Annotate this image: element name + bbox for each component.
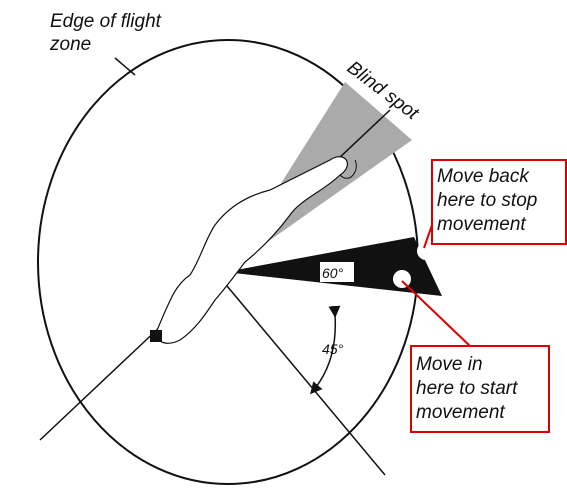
edge-pointer	[115, 58, 135, 75]
callout-text: Move in	[416, 354, 483, 375]
shoulder-line	[222, 280, 385, 475]
callout-text: here to start	[416, 378, 518, 399]
callout-text: Move back	[437, 166, 530, 187]
cow-head	[150, 330, 162, 342]
callout-text: here to stop	[437, 190, 537, 211]
page: {"labels": { "edge": {"lines": ["Edge of…	[0, 0, 567, 498]
callout-text: movement	[437, 214, 526, 235]
angle-45: 45°	[322, 341, 344, 357]
diagram: Edge of flight zone Blind spot 60° 45° M…	[0, 0, 567, 498]
callout-text: movement	[416, 402, 505, 423]
edge-label: Edge of flight	[50, 11, 162, 32]
start-point	[393, 270, 411, 288]
angle-60: 60°	[322, 265, 344, 281]
edge-label: zone	[49, 34, 91, 55]
